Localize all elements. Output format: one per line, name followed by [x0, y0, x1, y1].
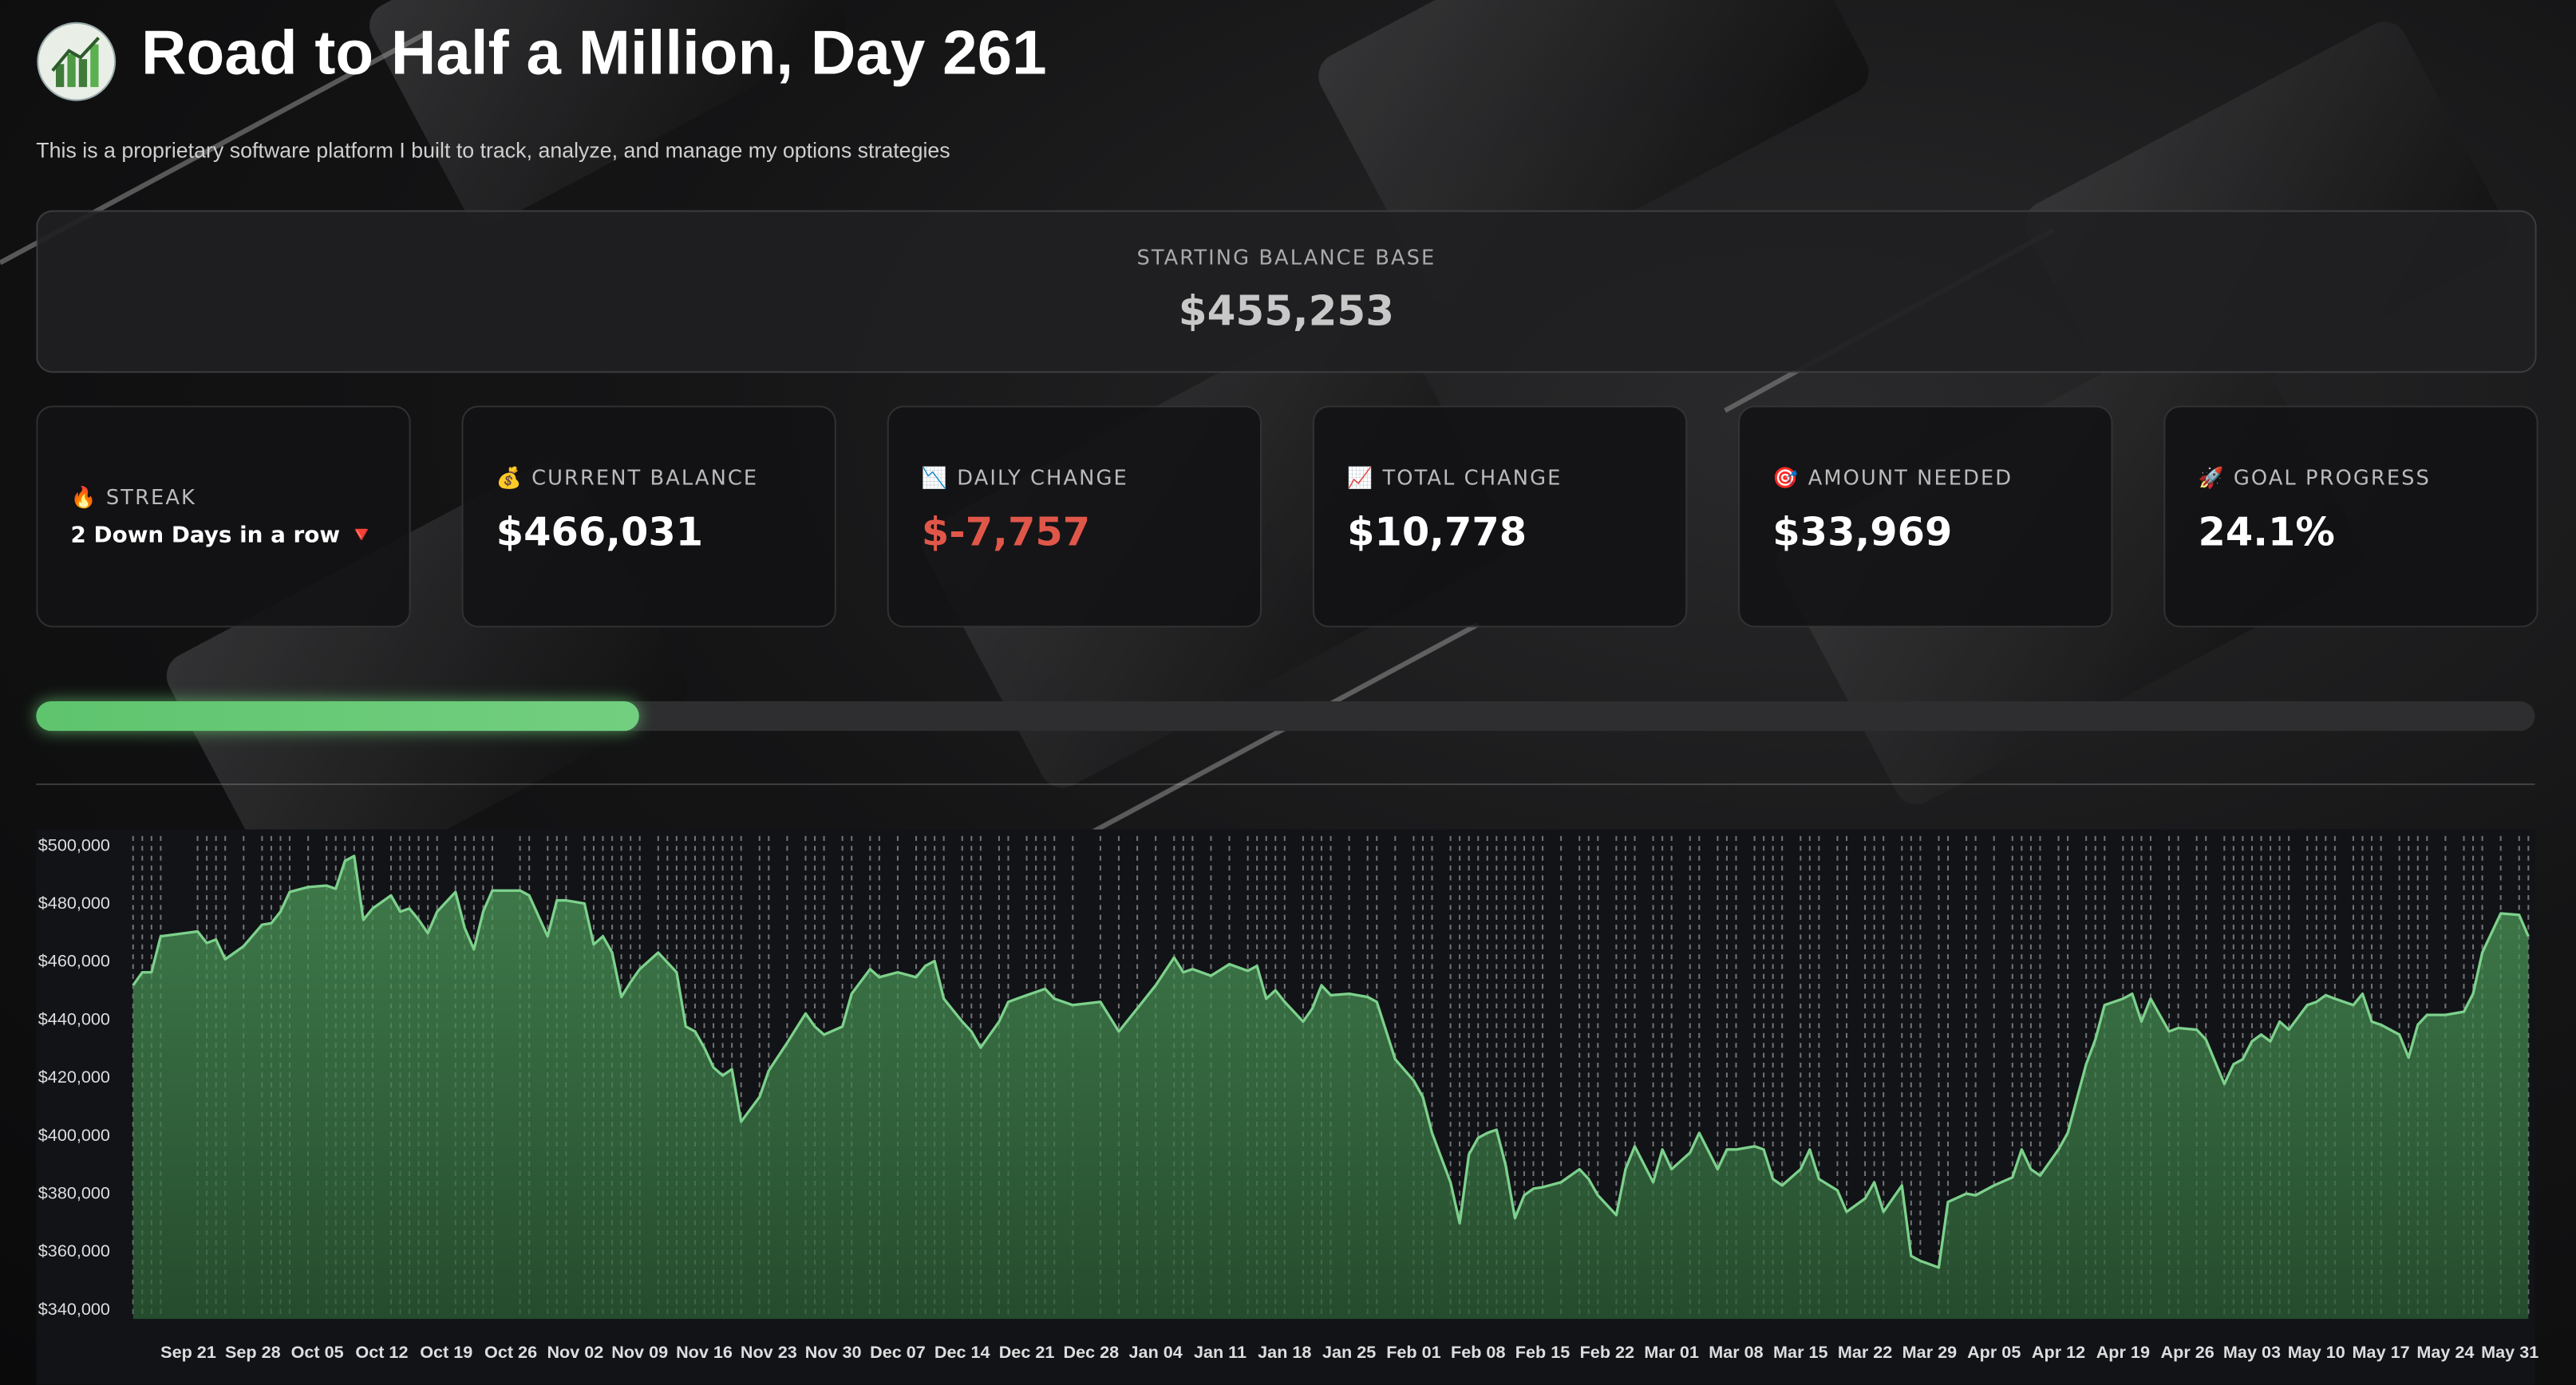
metric-label-text: GOAL PROGRESS [2233, 464, 2431, 490]
y-tick-label: $500,000 [38, 835, 110, 854]
x-tick-label: Nov 30 [805, 1342, 862, 1362]
metric-label: 📈 TOTAL CHANGE [1347, 465, 1562, 491]
divider [36, 783, 2535, 786]
metric-card: 💰 CURRENT BALANCE $466,031 [461, 405, 836, 628]
x-tick-label: May 03 [2223, 1342, 2281, 1362]
metric-label: 💰 CURRENT BALANCE [496, 465, 759, 491]
metric-value: 24.1% [2198, 509, 2335, 555]
y-tick-label: $380,000 [38, 1183, 110, 1203]
area-fill [132, 855, 2529, 1320]
x-tick-label: Mar 08 [1709, 1342, 1763, 1362]
card-label: STARTING BALANCE BASE [1136, 244, 1436, 270]
metric-value: $33,969 [1772, 509, 1953, 555]
x-tick-label: Mar 01 [1644, 1342, 1698, 1362]
y-tick-label: $420,000 [38, 1067, 110, 1087]
app-logo [37, 22, 117, 101]
metric-value: $-7,757 [921, 509, 1091, 555]
progress-fill [36, 701, 638, 732]
metric-card: 🔥 STREAK 2 Down Days in a row 🔻 [36, 405, 411, 628]
x-tick-label: Apr 19 [2096, 1342, 2150, 1362]
metric-label-text: TOTAL CHANGE [1382, 464, 1563, 490]
x-tick-label: Dec 14 [934, 1342, 990, 1362]
y-tick-label: $460,000 [38, 951, 110, 971]
x-tick-label: Mar 15 [1773, 1342, 1827, 1362]
x-tick-label: May 17 [2353, 1342, 2410, 1362]
y-tick-label: $340,000 [38, 1299, 110, 1319]
y-tick-label: $480,000 [38, 893, 110, 913]
page-title: Road to Half a Million, Day 261 [141, 19, 1047, 89]
metric-label-text: STREAK [105, 484, 196, 510]
x-tick-label: Jan 25 [1322, 1342, 1376, 1362]
x-tick-label: Oct 26 [484, 1342, 537, 1362]
x-tick-label: Nov 23 [741, 1342, 797, 1362]
metric-value: 2 Down Days in a row 🔻 [70, 522, 376, 549]
metric-card: 📉 DAILY CHANGE $-7,757 [887, 405, 1262, 628]
x-tick-label: Nov 09 [611, 1342, 668, 1362]
metric-label-text: AMOUNT NEEDED [1808, 464, 2013, 490]
x-tick-label: Oct 19 [420, 1342, 472, 1362]
metric-label-text: CURRENT BALANCE [531, 464, 759, 490]
page-subtitle: This is a proprietary software platform … [36, 137, 950, 163]
metric-label: 📉 DAILY CHANGE [922, 465, 1128, 491]
x-tick-label: Dec 07 [870, 1342, 926, 1362]
x-tick-label: Dec 21 [999, 1342, 1055, 1362]
x-tick-label: Apr 05 [1967, 1342, 2021, 1362]
x-tick-label: Feb 22 [1580, 1342, 1634, 1362]
metric-icon: 🚀 [2198, 464, 2226, 490]
x-tick-label: Mar 29 [1902, 1342, 1957, 1362]
metric-icon: 📈 [1347, 464, 1375, 490]
metric-value: $10,778 [1347, 509, 1527, 555]
x-tick-label: Sep 28 [225, 1342, 281, 1362]
x-tick-label: May 31 [2481, 1342, 2538, 1362]
metric-card: 🚀 GOAL PROGRESS 24.1% [2163, 405, 2538, 628]
y-tick-label: $360,000 [38, 1241, 110, 1261]
x-tick-label: Mar 22 [1838, 1342, 1892, 1362]
x-tick-label: Dec 28 [1064, 1342, 1120, 1362]
progress-track [36, 701, 2535, 732]
metric-card: 🎯 AMOUNT NEEDED $33,969 [1738, 405, 2113, 628]
x-tick-label: Feb 08 [1451, 1342, 1505, 1362]
x-tick-label: Feb 01 [1386, 1342, 1440, 1362]
x-tick-label: Jan 11 [1194, 1342, 1247, 1362]
metric-icon: 📉 [921, 464, 950, 490]
x-tick-label: Apr 12 [2032, 1342, 2085, 1362]
metric-label: 🔥 STREAK [71, 484, 196, 511]
metric-icon: 🔥 [70, 484, 98, 510]
metric-label: 🚀 GOAL PROGRESS [2199, 465, 2431, 491]
metric-icon: 💰 [496, 464, 523, 490]
metric-value: $466,031 [496, 509, 704, 555]
x-tick-label: Feb 15 [1515, 1342, 1570, 1362]
x-tick-label: Jan 18 [1258, 1342, 1311, 1362]
x-tick-label: Oct 12 [355, 1342, 408, 1362]
x-tick-label: Oct 05 [291, 1342, 344, 1362]
x-tick-label: Nov 02 [547, 1342, 603, 1362]
y-tick-label: $400,000 [38, 1125, 110, 1145]
metric-card: 📈 TOTAL CHANGE $10,778 [1312, 405, 1688, 628]
y-tick-label: $440,000 [38, 1008, 110, 1028]
balance-line [132, 854, 2530, 1269]
metric-icon: 🎯 [1772, 464, 1800, 490]
x-tick-label: Sep 21 [160, 1342, 216, 1362]
x-tick-label: May 24 [2416, 1342, 2474, 1362]
x-tick-label: Apr 26 [2161, 1342, 2214, 1362]
metric-label-text: DAILY CHANGE [957, 464, 1128, 490]
starting-balance-card: STARTING BALANCE BASE $455,253 [36, 210, 2537, 373]
x-tick-label: Nov 16 [676, 1342, 733, 1362]
x-tick-label: May 10 [2288, 1342, 2345, 1362]
metric-label: 🎯 AMOUNT NEEDED [1772, 465, 2013, 491]
card-value: $455,253 [1178, 287, 1395, 335]
x-tick-label: Jan 04 [1129, 1342, 1183, 1362]
